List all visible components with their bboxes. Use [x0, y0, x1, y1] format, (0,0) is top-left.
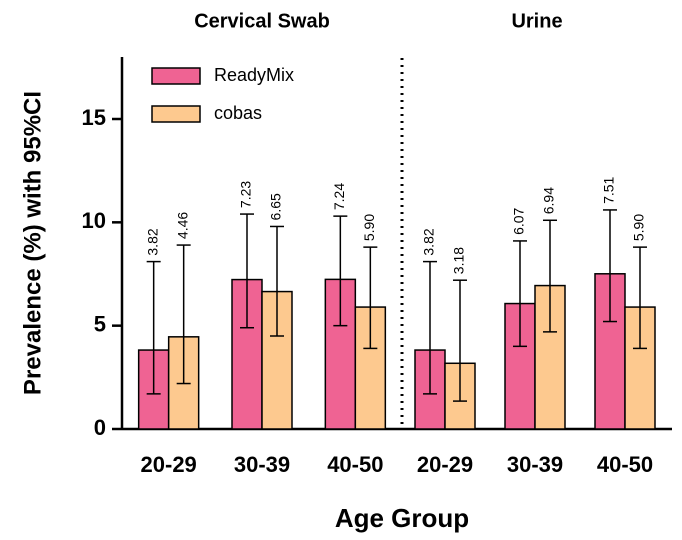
value-label: 6.94 [541, 187, 557, 214]
x-tick-label: 20-29 [417, 452, 473, 477]
y-tick-label: 0 [94, 415, 106, 440]
value-label: 3.82 [421, 228, 437, 255]
value-label: 3.18 [451, 247, 467, 274]
x-axis-label: Age Group [335, 503, 469, 533]
x-tick-label: 30-39 [234, 452, 290, 477]
y-tick-label: 10 [82, 208, 106, 233]
value-label: 4.46 [174, 212, 190, 239]
x-tick-label: 40-50 [327, 452, 383, 477]
value-label: 7.24 [331, 183, 347, 210]
value-label: 6.65 [268, 193, 284, 220]
value-label: 3.82 [144, 228, 160, 255]
panel-title: Urine [511, 10, 562, 32]
y-tick-label: 5 [94, 311, 106, 336]
value-label: 6.07 [511, 207, 527, 234]
value-label: 7.51 [601, 176, 617, 203]
legend-swatch [151, 105, 201, 123]
x-tick-label: 20-29 [141, 452, 197, 477]
legend-label: cobas [214, 103, 262, 123]
value-label: 5.90 [361, 214, 377, 241]
x-tick-label: 40-50 [597, 452, 653, 477]
legend-label: ReadyMix [214, 65, 294, 85]
y-axis-label: Prevalence (%) with 95%CI [19, 91, 46, 395]
legend-swatch [151, 67, 201, 85]
panel-title: Cervical Swab [194, 10, 330, 32]
value-label: 5.90 [631, 214, 647, 241]
x-tick-label: 30-39 [507, 452, 563, 477]
y-tick-label: 15 [82, 105, 106, 130]
value-label: 7.23 [238, 181, 254, 208]
